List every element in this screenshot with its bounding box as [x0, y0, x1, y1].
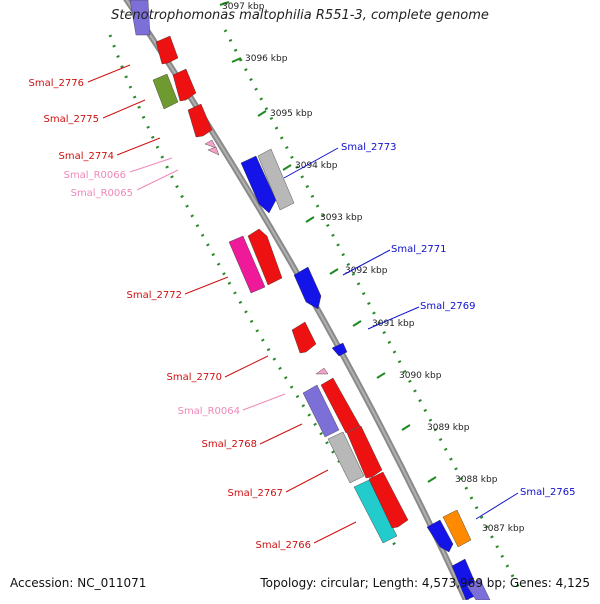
- gene-feature-smal_2774[interactable]: [187, 103, 213, 138]
- tick-label: 3095 kbp: [270, 109, 313, 119]
- gene-label-smal_r0065[interactable]: Smal_R0065: [71, 188, 133, 199]
- tick-label: 3087 kbp: [482, 524, 525, 534]
- tick-mark-3094: 3094 kbp: [282, 161, 338, 171]
- tick-label: 3094 kbp: [295, 161, 338, 171]
- gene-feature-smal_2775-green[interactable]: [152, 73, 179, 110]
- gene-feature-smal_2773-blue[interactable]: [240, 155, 277, 214]
- topology-text: Topology: circular; Length: 4,573,969 bp…: [260, 576, 590, 590]
- gene-feature-top-purple[interactable]: [129, 0, 151, 36]
- tick-mark-3088: 3088 kbp: [427, 475, 498, 485]
- page-title: Stenotrophomonas maltophilia R551-3, com…: [111, 8, 489, 23]
- tick-label: 3088 kbp: [455, 475, 498, 485]
- leader-lines-right: [283, 147, 519, 520]
- tick-mark-3090: 3090 kbp: [376, 371, 442, 381]
- tick-mark-3091: 3091 kbp: [352, 319, 415, 329]
- gene-features: [129, 0, 409, 544]
- tick-marks: 3097 kbp 3096 kbp 3095 kbp 3094 kbp 3093…: [219, 1, 525, 535]
- gene-feature-smal_r0065[interactable]: [207, 146, 220, 156]
- gene-label-smal_2775[interactable]: Smal_2775: [44, 114, 99, 125]
- gene-label-smal_2776[interactable]: Smal_2776: [29, 78, 84, 89]
- gene-feature-smal_2768-purple[interactable]: [302, 384, 340, 438]
- gene-feature-smal_2769[interactable]: [331, 342, 348, 357]
- tick-mark-3097: 3097 kbp: [219, 1, 265, 12]
- track-guides: [108, 29, 522, 591]
- gene-feature-smal_2767-grey[interactable]: [327, 431, 365, 484]
- gene-feature-smal_2765[interactable]: [442, 509, 472, 548]
- gene-label-smal_2770[interactable]: Smal_2770: [167, 372, 222, 383]
- gene-label-smal_2771[interactable]: Smal_2771: [391, 244, 446, 255]
- tick-label: 3092 kbp: [345, 266, 388, 276]
- gene-feature-smal_2775[interactable]: [172, 68, 197, 102]
- gene-label-smal_2772[interactable]: Smal_2772: [127, 290, 182, 301]
- leader-lines-left: [87, 64, 357, 544]
- gene-label-smal_2774[interactable]: Smal_2774: [59, 151, 114, 162]
- tick-label: 3097 kbp: [222, 2, 265, 12]
- gene-label-smal_2773[interactable]: Smal_2773: [341, 142, 396, 153]
- tick-mark-3092: 3092 kbp: [329, 266, 388, 276]
- gene-label-smal_r0066[interactable]: Smal_R0066: [64, 170, 126, 181]
- accession-text: Accession: NC_011071: [10, 576, 147, 590]
- tick-mark-3096: 3096 kbp: [231, 54, 288, 64]
- gene-label-smal_2767[interactable]: Smal_2767: [228, 488, 283, 499]
- gene-feature-smal_2765-blue[interactable]: [426, 519, 454, 553]
- tick-mark-3093: 3093 kbp: [305, 213, 363, 223]
- gene-labels-left: Smal_2776 Smal_2775 Smal_2774 Smal_R0066…: [29, 78, 311, 551]
- gene-feature-smal_2776[interactable]: [155, 35, 179, 65]
- gene-labels-right: Smal_2773 Smal_2771 Smal_2769 Smal_2765: [341, 142, 575, 498]
- gene-label-smal_2768[interactable]: Smal_2768: [202, 439, 257, 450]
- gene-label-smal_r0064[interactable]: Smal_R0064: [178, 406, 240, 417]
- gene-feature-smal_2772-pink[interactable]: [228, 235, 266, 294]
- gene-feature-smal_2770[interactable]: [291, 321, 317, 354]
- gene-feature-smal_2766-cyan[interactable]: [353, 479, 398, 544]
- tick-label: 3089 kbp: [427, 423, 470, 433]
- gene-feature-smal_2772[interactable]: [247, 228, 283, 286]
- tick-label: 3091 kbp: [372, 319, 415, 329]
- gene-feature-smal_2773-grey[interactable]: [257, 148, 295, 211]
- gene-feature-smal_2768[interactable]: [320, 377, 361, 434]
- gene-feature-smal_2767[interactable]: [346, 425, 383, 479]
- gene-label-smal_2765[interactable]: Smal_2765: [520, 487, 575, 498]
- tick-label: 3090 kbp: [399, 371, 442, 381]
- gene-feature-smal_2771[interactable]: [293, 266, 322, 310]
- tick-label: 3093 kbp: [320, 213, 363, 223]
- gene-label-smal_2769[interactable]: Smal_2769: [420, 301, 475, 312]
- gene-feature-smal_r0066[interactable]: [204, 139, 217, 149]
- tick-mark-3095: 3095 kbp: [257, 109, 313, 119]
- gene-label-smal_2766[interactable]: Smal_2766: [256, 540, 311, 551]
- tick-label: 3096 kbp: [245, 54, 288, 64]
- tick-mark-3089: 3089 kbp: [401, 423, 470, 433]
- gene-feature-smal_2766[interactable]: [368, 471, 409, 529]
- gene-feature-smal_r0064[interactable]: [315, 367, 329, 375]
- gene-features-forward: [240, 148, 491, 601]
